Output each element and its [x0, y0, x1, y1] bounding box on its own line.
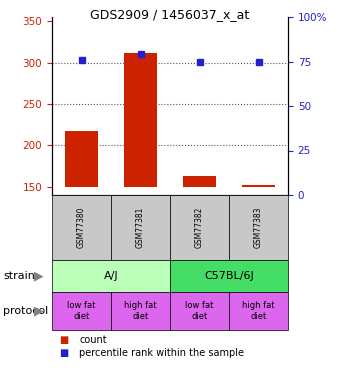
Bar — [65, 131, 98, 187]
Text: GSM77380: GSM77380 — [77, 207, 86, 248]
Text: low fat
diet: low fat diet — [185, 301, 214, 321]
Text: count: count — [79, 335, 107, 345]
Text: C57BL/6J: C57BL/6J — [204, 271, 254, 281]
Text: GSM77383: GSM77383 — [254, 207, 263, 248]
Text: GSM77381: GSM77381 — [136, 207, 145, 248]
Text: ■: ■ — [59, 348, 68, 358]
Text: A/J: A/J — [104, 271, 118, 281]
Text: strain: strain — [3, 271, 35, 281]
Text: high fat
diet: high fat diet — [242, 301, 275, 321]
Text: GDS2909 / 1456037_x_at: GDS2909 / 1456037_x_at — [90, 8, 250, 21]
Text: low fat
diet: low fat diet — [67, 301, 96, 321]
Text: GSM77382: GSM77382 — [195, 207, 204, 248]
Bar — [124, 53, 157, 187]
Text: ■: ■ — [59, 335, 68, 345]
Text: ▶: ▶ — [34, 304, 44, 318]
Text: high fat
diet: high fat diet — [124, 301, 157, 321]
Text: percentile rank within the sample: percentile rank within the sample — [79, 348, 244, 358]
Bar — [183, 176, 216, 187]
Text: ▶: ▶ — [34, 270, 44, 282]
Text: protocol: protocol — [3, 306, 49, 316]
Bar — [242, 185, 275, 187]
